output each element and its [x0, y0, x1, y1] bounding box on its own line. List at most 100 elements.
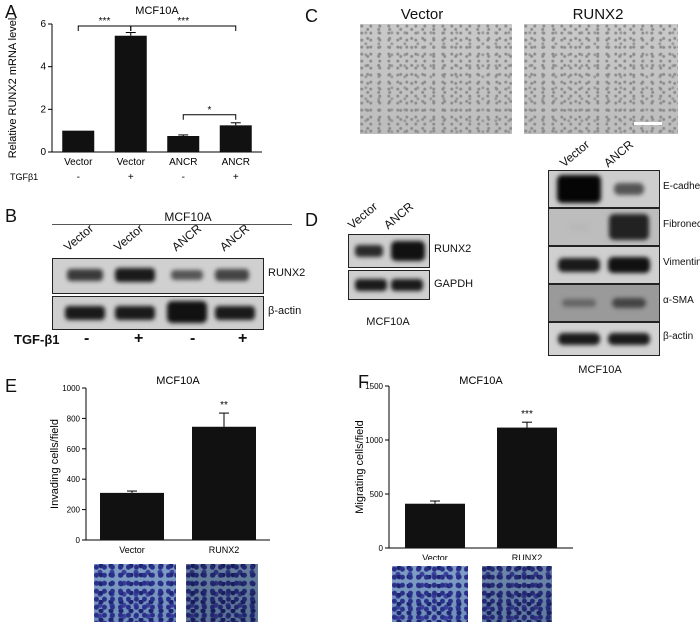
chart-e: MCF10A 0 200 400 600 800 1000 Invading cells/fi… [49, 375, 270, 555]
blot-band [115, 306, 155, 320]
blot-dr-strip [548, 170, 660, 208]
blot-dr-band-label: Vimentin [663, 257, 700, 268]
chart-title: MCF10A [459, 375, 503, 387]
y-axis-label: Migrating cells/field [355, 420, 366, 514]
y-tick-label: 500 [370, 490, 384, 499]
y-tick-label: 0 [76, 536, 81, 545]
panel-label-d: D [305, 210, 318, 230]
significance-bracket [130, 25, 237, 31]
blot-band [215, 306, 255, 320]
blot-b-title: MCF10A [164, 210, 212, 224]
blot-band [558, 333, 600, 345]
panel-label-f: F [358, 372, 369, 392]
blot-band [608, 257, 650, 273]
micrograph-runx2 [524, 24, 678, 134]
y-tick-label: 4 [40, 62, 46, 73]
blot-b-lane-label: Vector [61, 221, 97, 254]
blot-b-treatment-sign: + [238, 330, 248, 347]
panel-label-e: E [5, 376, 18, 396]
x-tick-label: Vector [64, 157, 93, 168]
panel-label-c: C [305, 6, 318, 26]
x-tick-label: ANCR [222, 157, 250, 168]
x-tick-label: RUNX2 [512, 553, 543, 560]
y-tick-label: 200 [67, 506, 81, 515]
blot-band [355, 245, 383, 257]
blot-dl-label-runx2: RUNX2 [434, 243, 472, 255]
blot-b-treatment-sign: + [134, 330, 144, 347]
blot-dr-strip [548, 322, 660, 356]
blot-b-title-line [52, 224, 292, 225]
blot-band [215, 269, 249, 281]
bar [192, 426, 256, 540]
bar [219, 125, 252, 152]
blot-b-actin-strip [52, 296, 264, 330]
blot-b-treatment-sign: - [190, 330, 196, 347]
scale-bar [634, 122, 662, 125]
treatment-sign: - [182, 172, 185, 183]
blot-b-runx2-strip [52, 258, 264, 294]
migration-image-runx2 [482, 566, 552, 622]
y-tick-label: 800 [67, 414, 81, 423]
invasion-image-runx2 [186, 564, 258, 622]
y-tick-label: 1000 [62, 384, 80, 393]
x-tick-label: Vector [119, 545, 145, 555]
micro-c-label-runx2: RUNX2 [572, 6, 624, 23]
chart-f: MCF10A 0 500 1000 1500 Migrating cells/field V… [355, 375, 573, 560]
micrograph-vector [360, 24, 512, 134]
panel-label-a: A [5, 2, 18, 22]
bar [167, 136, 200, 152]
blot-dr-strip [548, 284, 660, 322]
y-tick-label: 400 [67, 475, 81, 484]
treatment-sign: + [128, 172, 134, 183]
invasion-image-vector [94, 564, 176, 622]
blot-band [612, 298, 646, 308]
x-tick-label: Vector [117, 157, 146, 168]
x-tick-label: RUNX2 [209, 545, 240, 555]
blot-b-lane-label: ANCR [169, 221, 205, 254]
chart-a: MCF10A 0 2 4 6 Relative RUNX2 mRNA level Vecto… [7, 5, 262, 183]
y-axis-label: Relative RUNX2 mRNA level [7, 18, 19, 159]
blot-dl-lane-label: Vector [345, 199, 381, 232]
significance-label: ** [220, 400, 228, 411]
treatment-sign: - [77, 172, 80, 183]
blot-band [171, 270, 203, 280]
blot-dr-band-label: E-cadherin [663, 181, 700, 192]
bar [100, 492, 164, 540]
blot-band [115, 268, 155, 282]
blot-dr-band-label: Fibronectin [663, 219, 700, 230]
blot-band [609, 214, 649, 240]
blot-dr-strip [548, 246, 660, 284]
significance-label: *** [521, 409, 533, 420]
blot-band [391, 241, 425, 261]
y-tick-label: 0 [379, 544, 384, 553]
blot-dl-caption: MCF10A [366, 316, 410, 328]
blot-band [557, 175, 601, 203]
blot-b-label-runx2: RUNX2 [268, 267, 306, 279]
y-tick-label: 1000 [365, 436, 383, 445]
blot-dr-lane-label: Vector [557, 137, 593, 170]
blot-dr-band-label: α-SMA [663, 295, 694, 306]
x-tick-label: Vector [422, 553, 448, 560]
y-tick-label: 600 [67, 445, 81, 454]
blot-b-lane-label: Vector [111, 221, 147, 254]
blot-dr-caption: MCF10A [578, 364, 622, 376]
blot-dr-strip [548, 208, 660, 246]
significance-bracket [182, 114, 237, 120]
blot-band [167, 301, 207, 323]
y-tick-label: 0 [40, 147, 46, 158]
bar [405, 503, 465, 548]
blot-band [569, 223, 589, 231]
blot-band [355, 279, 387, 291]
chart-title: MCF10A [156, 375, 200, 387]
y-axis-label: Invading cells/field [49, 419, 61, 509]
significance-label: * [208, 105, 212, 116]
y-tick-label: 6 [40, 19, 46, 30]
blot-dl-label-gapdh: GAPDH [434, 278, 474, 290]
treatment-sign: + [233, 172, 239, 183]
blot-b-label-actin: β-actin [268, 305, 302, 317]
blot-dl-runx2-strip [348, 234, 430, 268]
blot-band [614, 183, 644, 195]
blot-band [67, 269, 103, 281]
chart-title: MCF10A [135, 5, 179, 17]
blot-dl-gapdh-strip [348, 270, 430, 300]
